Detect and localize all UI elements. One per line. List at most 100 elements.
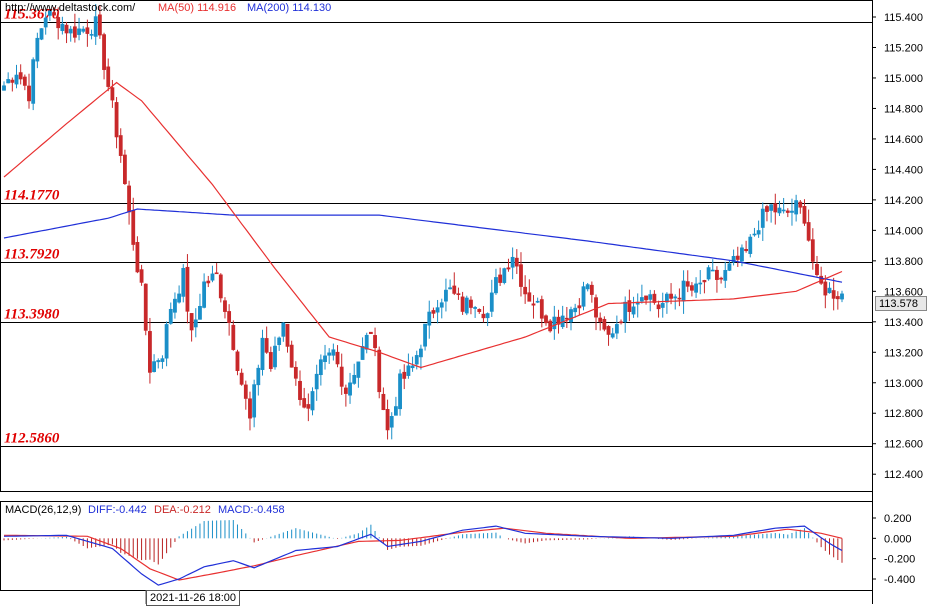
macd-dea-legend: DEA:-0.212 (154, 504, 211, 516)
candle-body (139, 269, 144, 283)
candle-body (218, 274, 223, 299)
candle-body (831, 290, 836, 299)
candle-body (118, 135, 123, 156)
candle-body (423, 323, 427, 347)
candle-body (364, 334, 369, 350)
candle-body (6, 79, 11, 84)
candle-body (685, 281, 690, 287)
candle-body (181, 267, 186, 297)
ma50-value: 114.916 (197, 2, 237, 14)
candle-body (164, 324, 169, 359)
candle-body (594, 297, 598, 318)
candle-body (373, 335, 377, 349)
candle-body (414, 355, 419, 365)
candle-body (339, 366, 344, 387)
price-tick-label: 114.800 (884, 103, 923, 115)
candle-body (123, 154, 127, 185)
candle-body (27, 85, 31, 102)
candle-body (489, 292, 494, 312)
candle-body (802, 206, 807, 224)
candle-body (606, 326, 611, 335)
crosshair-time-label: 2021-11-26 18:00 (146, 590, 241, 606)
candle-body (168, 308, 173, 324)
candle-body (81, 28, 86, 32)
candle-body (431, 310, 436, 314)
candle-body (535, 300, 540, 303)
candle-body (419, 348, 423, 358)
candle-body (544, 315, 548, 324)
candle-body (835, 296, 840, 300)
macd-tick-label: -0.200 (884, 554, 915, 566)
macd-dea-value: -0.212 (179, 504, 211, 516)
candle-body (260, 337, 265, 370)
candle-body (356, 361, 361, 378)
candle-body (231, 324, 236, 350)
candle-body (314, 373, 319, 390)
price-tick-label: 112.600 (884, 439, 923, 451)
candle-body (473, 307, 478, 309)
candle-body (2, 85, 6, 91)
candle-body (56, 17, 61, 29)
candle-body (68, 28, 73, 34)
candle-body (131, 210, 136, 245)
candle-body (564, 317, 569, 320)
price-tick-label: 113.600 (884, 286, 923, 298)
candle-body (281, 322, 286, 337)
source-url: http://www.deltastock.com/ (5, 2, 136, 14)
candle-body (189, 313, 194, 331)
level-label: 113.3980 (4, 307, 60, 323)
candle-body (93, 16, 98, 37)
candle-body (573, 307, 578, 313)
candle-body (394, 406, 398, 416)
candle-body (318, 359, 323, 376)
candle-body (89, 34, 94, 36)
candle-body (10, 79, 15, 83)
macd-diff-line (3, 525, 843, 586)
candle-body (106, 66, 111, 87)
candle-body (619, 321, 623, 324)
candle-body (569, 309, 573, 323)
candle-body (581, 286, 586, 307)
macd-hist-label: MACD: (218, 504, 254, 516)
candle-body (343, 387, 348, 394)
candle-body (669, 293, 673, 299)
candle-body (723, 270, 728, 281)
candle-body (756, 230, 761, 235)
candle-body (110, 87, 115, 101)
candle-body (585, 284, 590, 290)
ma200-line (3, 208, 843, 283)
candle-body (214, 272, 219, 275)
candle-body (798, 201, 803, 208)
candle-body (452, 285, 457, 294)
candle-body (273, 345, 277, 368)
price-tick-label: 115.200 (884, 42, 923, 54)
candle-body (198, 306, 202, 320)
candle-body (769, 204, 774, 211)
candle-body (735, 255, 740, 260)
macd-diff-label: DIFF: (88, 504, 116, 516)
ma50-legend: MA(50) 114.916 (158, 2, 236, 14)
macd-title: MACD(26,12,9) (5, 504, 82, 516)
candle-body (748, 236, 753, 254)
candle-body (631, 306, 636, 315)
candle-body (840, 293, 844, 300)
candle-body (331, 349, 336, 356)
candle-body (235, 351, 240, 372)
candle-body (760, 208, 765, 228)
candle-body (702, 280, 707, 283)
candle-body (223, 300, 227, 312)
ma200-value: 114.130 (292, 2, 332, 14)
candle-body (22, 76, 27, 86)
candle-body (627, 300, 632, 312)
macd-hist-legend: MACD:-0.458 (218, 504, 285, 516)
macd-tick-label: 0.000 (884, 533, 912, 545)
candle-body (14, 74, 19, 85)
price-tick-label: 114.200 (884, 195, 923, 207)
candle-body (143, 283, 148, 331)
candle-body (252, 384, 257, 418)
candle-body (502, 268, 507, 283)
candle-body (602, 318, 607, 330)
ma200-label: MA(200) (247, 2, 290, 14)
candle-body (148, 331, 152, 373)
